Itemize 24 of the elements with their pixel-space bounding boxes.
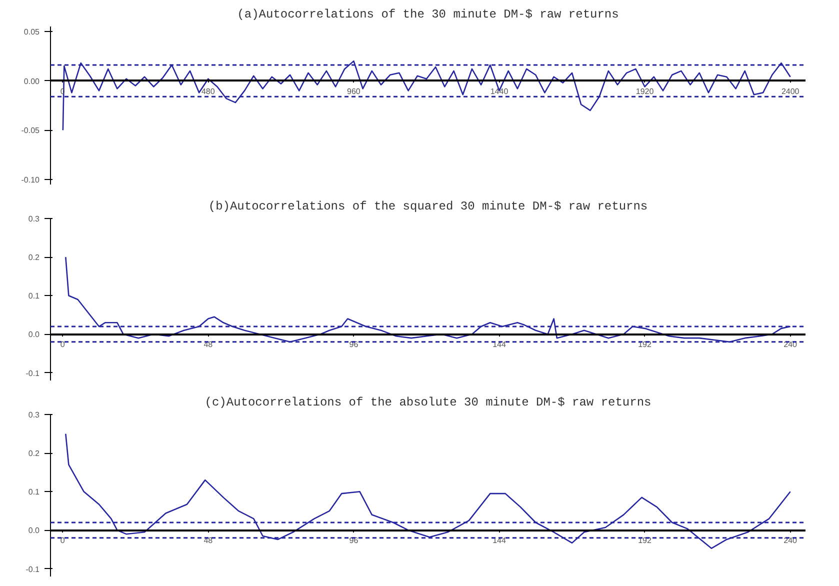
x-tick-label: 0 (60, 340, 66, 350)
y-tick-label: 0.3 (28, 410, 40, 420)
chart-title: (b)Autocorrelations of the squared 30 minute DM-$ raw returns (208, 200, 648, 214)
y-tick-label: -0.1 (26, 368, 40, 378)
y-tick-label: 0.2 (28, 449, 40, 458)
x-tick-label: 0 (60, 536, 66, 546)
y-tick-label: -0.05 (21, 126, 40, 136)
x-tick-label: 1440 (490, 86, 509, 96)
y-tick-label: 0.3 (28, 214, 40, 224)
y-tick-label: 0.2 (28, 253, 40, 262)
y-tick-label: 0.1 (28, 292, 40, 301)
y-tick-label: 0.05 (24, 27, 40, 36)
y-tick-label: 0.0 (28, 526, 40, 536)
x-tick-label: 1920 (636, 86, 654, 96)
chart-title: (a)Autocorrelations of the 30 minute DM-$ raw returns (237, 8, 619, 22)
y-tick-label: 0.0 (28, 330, 40, 340)
x-tick-label: 960 (347, 86, 361, 96)
y-tick-label: 0.1 (28, 488, 40, 497)
y-tick-label: -0.10 (21, 176, 40, 185)
x-tick-label: 2400 (781, 86, 800, 96)
x-tick-label: 480 (201, 86, 216, 96)
y-tick-label: 0.00 (24, 76, 40, 86)
chart-title: (c)Autocorrelations of the absolute 30 minute DM-$ raw returns (204, 396, 652, 410)
y-tick-label: -0.1 (26, 564, 40, 574)
